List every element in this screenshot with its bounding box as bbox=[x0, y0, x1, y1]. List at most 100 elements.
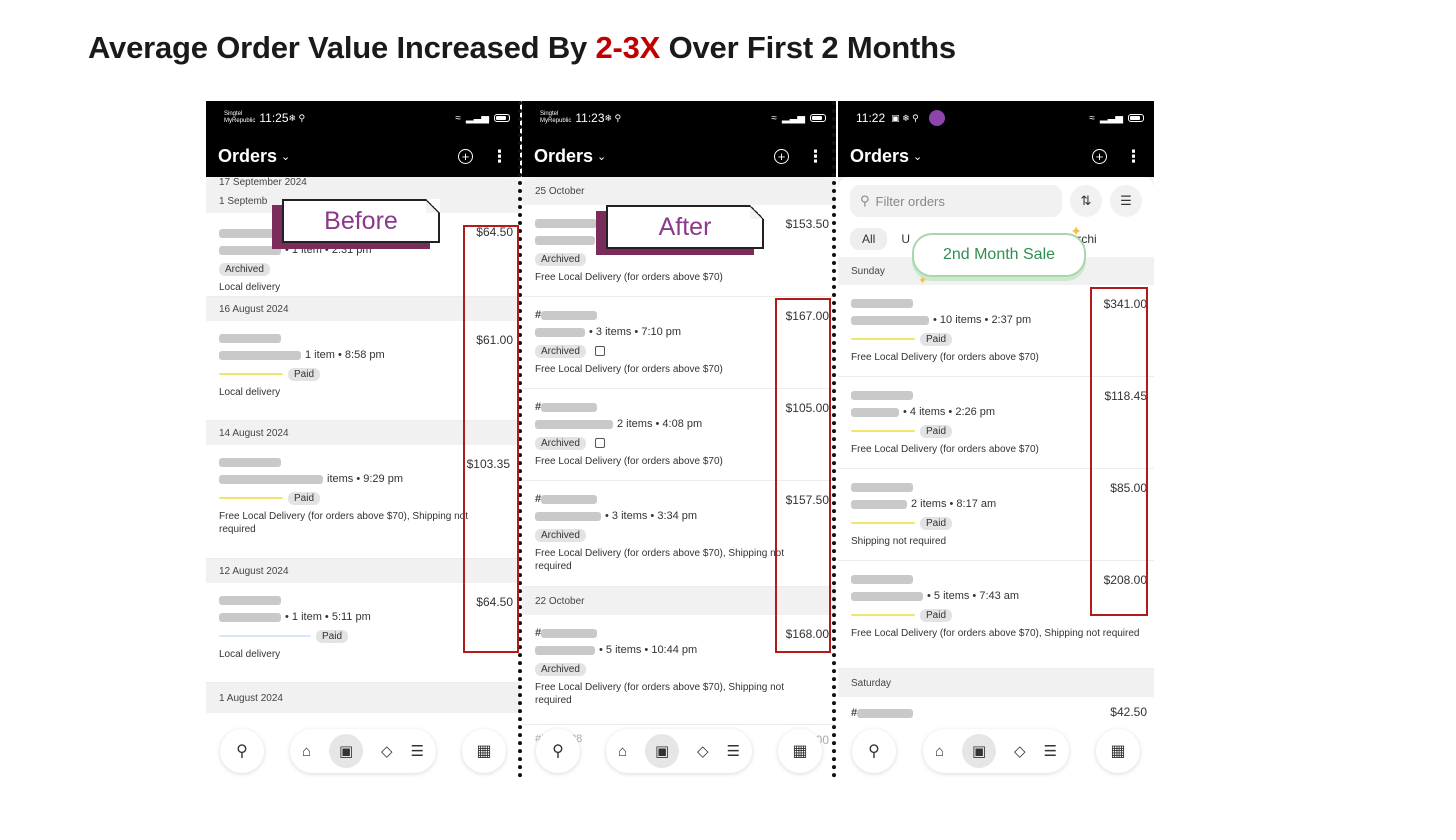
order-meta: • 4 items • 2:26 pm bbox=[851, 403, 1141, 421]
divider bbox=[518, 101, 522, 778]
more-menu-icon[interactable]: ⋮ bbox=[1125, 146, 1142, 166]
menu-icon[interactable]: ☰ bbox=[726, 743, 741, 760]
order-price: $64.50 bbox=[476, 225, 513, 239]
home-icon[interactable]: ⌂ bbox=[617, 742, 628, 760]
bottom-nav: ⚲ ⌂ ▣ ◇ ☰ ▦ bbox=[206, 726, 520, 776]
fulfillment-badge bbox=[219, 635, 311, 637]
nav-tabs: ⌂ ▣ ◇ ☰ bbox=[605, 729, 753, 773]
order-row[interactable]: items • 9:29 pm Paid Free Local Delivery… bbox=[206, 445, 520, 559]
after-callout: After bbox=[606, 205, 764, 249]
order-meta bbox=[535, 231, 823, 249]
orders-title[interactable]: Orders bbox=[534, 145, 594, 166]
paid-badge: Paid bbox=[316, 629, 349, 643]
order-price: $341.00 bbox=[1103, 297, 1147, 311]
archived-badge: Archived bbox=[535, 344, 586, 358]
order-row[interactable]: • 4 items • 2:26 pm Paid Free Local Deli… bbox=[838, 377, 1154, 469]
divider bbox=[832, 101, 836, 778]
menu-icon[interactable]: ☰ bbox=[1043, 743, 1058, 760]
search-icon: ⚲ bbox=[860, 193, 870, 208]
notification-icons: ❄ ⚲ bbox=[288, 112, 306, 123]
date-header: 1 August 2024 bbox=[206, 683, 520, 713]
title-highlight: 2-3X bbox=[595, 30, 661, 65]
order-row[interactable]: • 10 items • 2:37 pm Paid Free Local Del… bbox=[838, 285, 1154, 377]
filter-icon[interactable]: ☰ bbox=[1110, 185, 1142, 217]
sort-icon[interactable]: ⇅ bbox=[1070, 185, 1102, 217]
home-icon[interactable]: ⌂ bbox=[934, 742, 945, 760]
tab-all[interactable]: All bbox=[850, 228, 888, 250]
orders-icon[interactable]: ▣ bbox=[329, 734, 364, 768]
status-time: 11:25 bbox=[259, 111, 289, 125]
orders-icon[interactable]: ▣ bbox=[645, 734, 680, 768]
orders-title[interactable]: Orders bbox=[850, 145, 910, 166]
delivery-method: Shipping not required bbox=[851, 536, 947, 547]
order-id: # bbox=[535, 491, 823, 507]
order-row[interactable]: • 5 items • 7:43 am Paid Free Local Deli… bbox=[838, 561, 1154, 669]
slide-title: Average Order Value Increased By 2-3X Ov… bbox=[88, 30, 956, 66]
orders-icon[interactable]: ▣ bbox=[962, 734, 997, 768]
order-id bbox=[219, 225, 507, 241]
add-order-icon[interactable]: + bbox=[458, 148, 473, 164]
paid-badge: Paid bbox=[920, 332, 953, 346]
phone-second-month: 11:22 ▣ ❄ ⚲ ≈ ▂▃▅ Orders ⌄ + ⋮ ⚲ Filter orde… bbox=[838, 101, 1154, 778]
order-row[interactable]: • 1 item • 2:31 pm Archived Local delive… bbox=[206, 213, 520, 297]
notification-icons: ▣ ❄ ⚲ bbox=[891, 112, 919, 123]
add-order-icon[interactable]: + bbox=[1092, 148, 1107, 164]
tag-icon[interactable]: ◇ bbox=[381, 743, 393, 760]
order-row[interactable]: • 1 item • 5:11 pm Paid Local delivery $… bbox=[206, 583, 520, 683]
nav-tabs: ⌂ ▣ ◇ ☰ bbox=[922, 729, 1070, 773]
search-icon[interactable]: ⚲ bbox=[536, 729, 580, 773]
more-menu-icon[interactable]: ⋮ bbox=[807, 146, 824, 166]
order-row[interactable]: # $42.50 bbox=[838, 697, 1154, 757]
wifi-icon: ≈ bbox=[771, 112, 777, 124]
order-price: $103.35 bbox=[466, 457, 510, 471]
date-header: 16 August 2024 bbox=[206, 297, 520, 321]
status-bar: Singtel MyRepublic 11:25 ❄ ⚲ ≈ ▂▃▅ bbox=[206, 101, 520, 135]
search-icon[interactable]: ⚲ bbox=[852, 729, 896, 773]
paid-badge: Paid bbox=[920, 608, 953, 622]
date-header: 22 October bbox=[522, 587, 836, 615]
chevron-down-icon[interactable]: ⌄ bbox=[597, 150, 607, 163]
search-icon[interactable]: ⚲ bbox=[220, 729, 264, 773]
wifi-icon: ≈ bbox=[1089, 112, 1095, 124]
store-icon[interactable]: ▦ bbox=[462, 729, 506, 773]
order-price: $208.00 bbox=[1103, 573, 1147, 587]
fulfillment-badge bbox=[219, 373, 283, 375]
order-id: # bbox=[535, 399, 823, 415]
order-row[interactable]: # 2 items • 4:08 pm Archived Free Local … bbox=[522, 389, 836, 481]
more-menu-icon[interactable]: ⋮ bbox=[491, 146, 508, 166]
battery-icon bbox=[494, 114, 510, 122]
store-icon[interactable]: ▦ bbox=[778, 729, 822, 773]
tag-icon[interactable]: ◇ bbox=[1014, 743, 1026, 760]
order-row[interactable]: # • 3 items • 7:10 pm Archived Free Loca… bbox=[522, 297, 836, 389]
order-price: $118.45 bbox=[1104, 389, 1148, 403]
order-price: $42.50 bbox=[1110, 705, 1147, 719]
fulfillment-badge bbox=[851, 430, 915, 432]
price-highlight-box bbox=[1090, 287, 1148, 616]
order-row[interactable]: Archived Free Local Delivery (for orders… bbox=[522, 205, 836, 297]
signal-icon: ▂▃▅ bbox=[1099, 112, 1123, 124]
menu-icon[interactable]: ☰ bbox=[410, 743, 425, 760]
order-row[interactable]: 2 items • 8:17 am Paid Shipping not requ… bbox=[838, 469, 1154, 561]
orders-title[interactable]: Orders bbox=[218, 145, 278, 166]
order-row[interactable]: # • 5 items • 10:44 pm Archived Free Loc… bbox=[522, 615, 836, 725]
filter-orders-input[interactable]: ⚲ Filter orders bbox=[850, 185, 1062, 217]
price-highlight-box bbox=[775, 298, 831, 653]
chevron-down-icon[interactable]: ⌄ bbox=[913, 150, 923, 163]
order-row[interactable]: # • 3 items • 3:34 pm Archived Free Loca… bbox=[522, 481, 836, 587]
order-price: $105.00 bbox=[785, 401, 829, 415]
fulfillment-badge bbox=[851, 338, 915, 340]
notification-icons: ❄ ⚲ bbox=[604, 112, 622, 123]
tab-unfulfilled[interactable]: U bbox=[901, 232, 911, 246]
order-row[interactable]: 1 item • 8:58 pm Paid Local delivery $61… bbox=[206, 321, 520, 421]
home-icon[interactable]: ⌂ bbox=[301, 742, 312, 760]
order-meta: • 3 items • 3:34 pm bbox=[535, 507, 823, 525]
store-icon[interactable]: ▦ bbox=[1096, 729, 1140, 773]
add-order-icon[interactable]: + bbox=[774, 148, 789, 164]
sparkle-icon: ✦ bbox=[918, 275, 928, 287]
delivery-method: Local delivery bbox=[219, 649, 281, 660]
battery-icon bbox=[1128, 114, 1144, 122]
date-header: Saturday bbox=[838, 669, 1154, 697]
delivery-method: Local delivery bbox=[219, 387, 281, 398]
chevron-down-icon[interactable]: ⌄ bbox=[281, 150, 291, 163]
tag-icon[interactable]: ◇ bbox=[697, 743, 709, 760]
